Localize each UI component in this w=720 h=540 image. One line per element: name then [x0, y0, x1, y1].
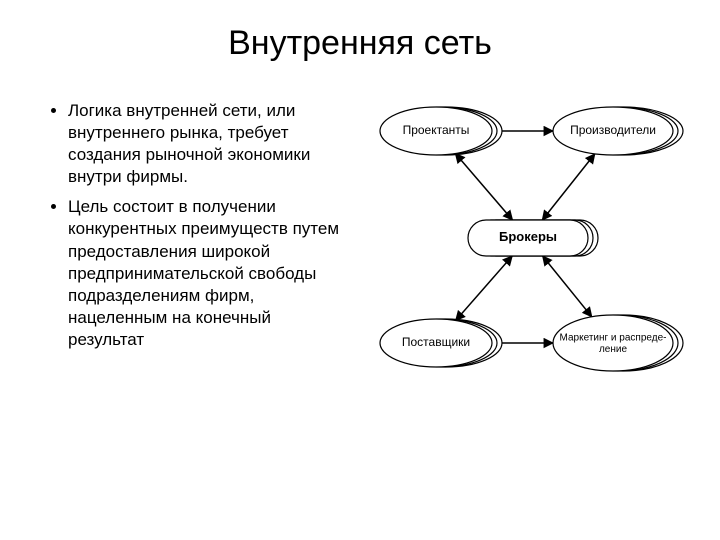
- node-label: Брокеры: [499, 229, 557, 244]
- page-title: Внутренняя сеть: [0, 24, 720, 63]
- node-marketing: Маркетинг и распреде-ление: [553, 315, 683, 371]
- edge: [456, 256, 513, 321]
- list-item: Цель состоит в получении конкурентных пр…: [68, 196, 348, 351]
- node-producers: Производители: [553, 107, 683, 155]
- network-diagram: Проектанты Производители Брокеры Поставщики…: [358, 93, 698, 393]
- node-suppliers: Поставщики: [380, 319, 502, 367]
- node-label: Проектанты: [403, 123, 470, 137]
- node-label: Производители: [570, 123, 656, 137]
- edge: [543, 256, 592, 317]
- node-label: Поставщики: [402, 335, 470, 349]
- list-item: Логика внутренней сети, или внутреннего …: [68, 100, 348, 188]
- bullet-list: Логика внутренней сети, или внутреннего …: [48, 100, 348, 359]
- slide: Внутренняя сеть Логика внутренней сети, …: [0, 0, 720, 540]
- edge: [455, 154, 512, 221]
- edge: [542, 154, 595, 220]
- node-brokers: Брокеры: [468, 220, 598, 256]
- node-designers: Проектанты: [380, 107, 502, 155]
- diagram-svg: Проектанты Производители Брокеры Поставщики…: [358, 93, 698, 393]
